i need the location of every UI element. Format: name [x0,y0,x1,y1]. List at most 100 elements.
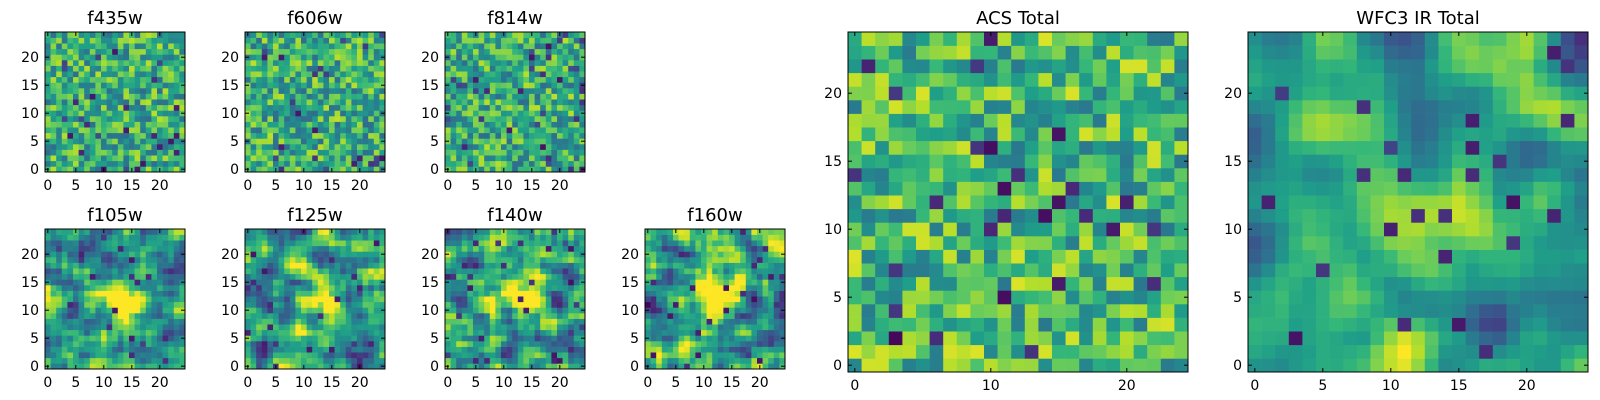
heatmap-cell [295,166,302,173]
heatmap-cell [534,273,541,280]
heatmap-cell [512,48,519,55]
heatmap-cell [67,155,74,162]
heatmap-cell [373,229,380,235]
heatmap-cell [345,71,352,78]
heatmap-cell [301,116,307,122]
heatmap-cell [340,155,347,162]
heatmap-cell [997,344,1012,359]
heatmap-cell [970,290,985,305]
heatmap-cell [261,285,268,291]
heatmap-cell [529,251,535,258]
heatmap-cell [551,329,558,336]
heatmap-cell [495,318,502,325]
heatmap-cell [289,273,296,280]
heatmap-cell [489,234,496,241]
heatmap-cell [656,290,663,297]
x-tick-label: 5 [271,375,280,391]
heatmap-cell [1079,168,1094,182]
heatmap-cell [67,82,74,89]
heatmap-cell [73,257,79,263]
heatmap-cell [568,273,575,280]
heatmap-cell [84,132,91,139]
heatmap-cell [450,99,457,106]
heatmap-cell [340,121,347,128]
heatmap-cell [1133,208,1148,223]
heatmap-cell [568,48,575,55]
heatmap-cell [695,318,702,325]
heatmap-cell [523,251,530,258]
heatmap-cell [762,279,769,286]
heatmap-cell [267,99,274,106]
heatmap-cell [456,313,463,319]
heatmap-cell [278,285,285,291]
y-tick-label: 0 [30,162,39,178]
heatmap-cell [329,54,335,61]
heatmap-cell [506,229,513,235]
heatmap-cell [545,71,552,78]
heatmap-cell [997,222,1012,237]
heatmap-cell [523,341,530,347]
heatmap-cell [256,229,263,235]
x-tick-label: 0 [243,375,252,391]
heatmap-cell [56,144,63,150]
heatmap-cell [289,290,296,297]
heatmap-cell [684,273,691,280]
heatmap-cell [745,335,752,342]
heatmap-cell [673,257,679,263]
heatmap-cell [373,144,380,150]
heatmap-cell [984,290,998,305]
heatmap-cell [645,273,651,280]
heatmap-cell [129,60,135,66]
heatmap-cell [56,341,63,347]
heatmap-cell [573,127,580,134]
heatmap-cell [323,110,330,117]
heatmap-cell [245,104,251,111]
heatmap-cell [329,251,335,258]
heatmap-cell [529,43,535,50]
heatmap-cell [768,257,775,263]
heatmap-cell [712,262,719,269]
heatmap-cell [256,149,263,156]
heatmap-cell [250,121,257,128]
heatmap-cell [484,93,491,100]
heatmap-cell [357,335,363,342]
heatmap-cell [861,317,876,332]
heatmap-cell [61,257,68,263]
heatmap-cell [145,82,152,89]
heatmap-cell [723,341,730,347]
heatmap-cell [140,357,147,364]
heatmap-cell [495,268,502,275]
heatmap-cell [101,65,107,72]
heatmap-cell [467,65,474,72]
heatmap-cell [173,290,180,297]
heatmap-cell [273,251,279,258]
heatmap-cell [478,346,485,353]
heatmap-cell [762,245,769,252]
heatmap-cell [89,48,96,55]
heatmap-cell [534,121,541,128]
heatmap-cell [168,290,175,297]
heatmap-cell [284,88,291,94]
heatmap-cell [134,296,141,303]
heatmap-cell [256,341,263,347]
heatmap-cell [261,32,268,38]
heatmap-cell [1065,358,1080,373]
heatmap-cell [67,88,74,94]
heatmap-cell [106,104,113,111]
heatmap-cell [284,93,291,100]
heatmap-cell [151,301,158,308]
heatmap-cell [478,262,485,269]
heatmap-cell [329,290,335,297]
heatmap-cell [450,37,457,44]
heatmap-cell [779,262,786,269]
heatmap-cell [334,318,341,325]
heatmap-cell [489,149,496,156]
heatmap-cell [768,279,775,286]
heatmap-cell [467,155,474,162]
heatmap-cell [1052,317,1066,332]
heatmap-cell [656,245,663,252]
heatmap-cell [779,296,786,303]
heatmap-cell [768,234,775,241]
heatmap-cell [162,296,169,303]
heatmap-cell [379,290,386,297]
